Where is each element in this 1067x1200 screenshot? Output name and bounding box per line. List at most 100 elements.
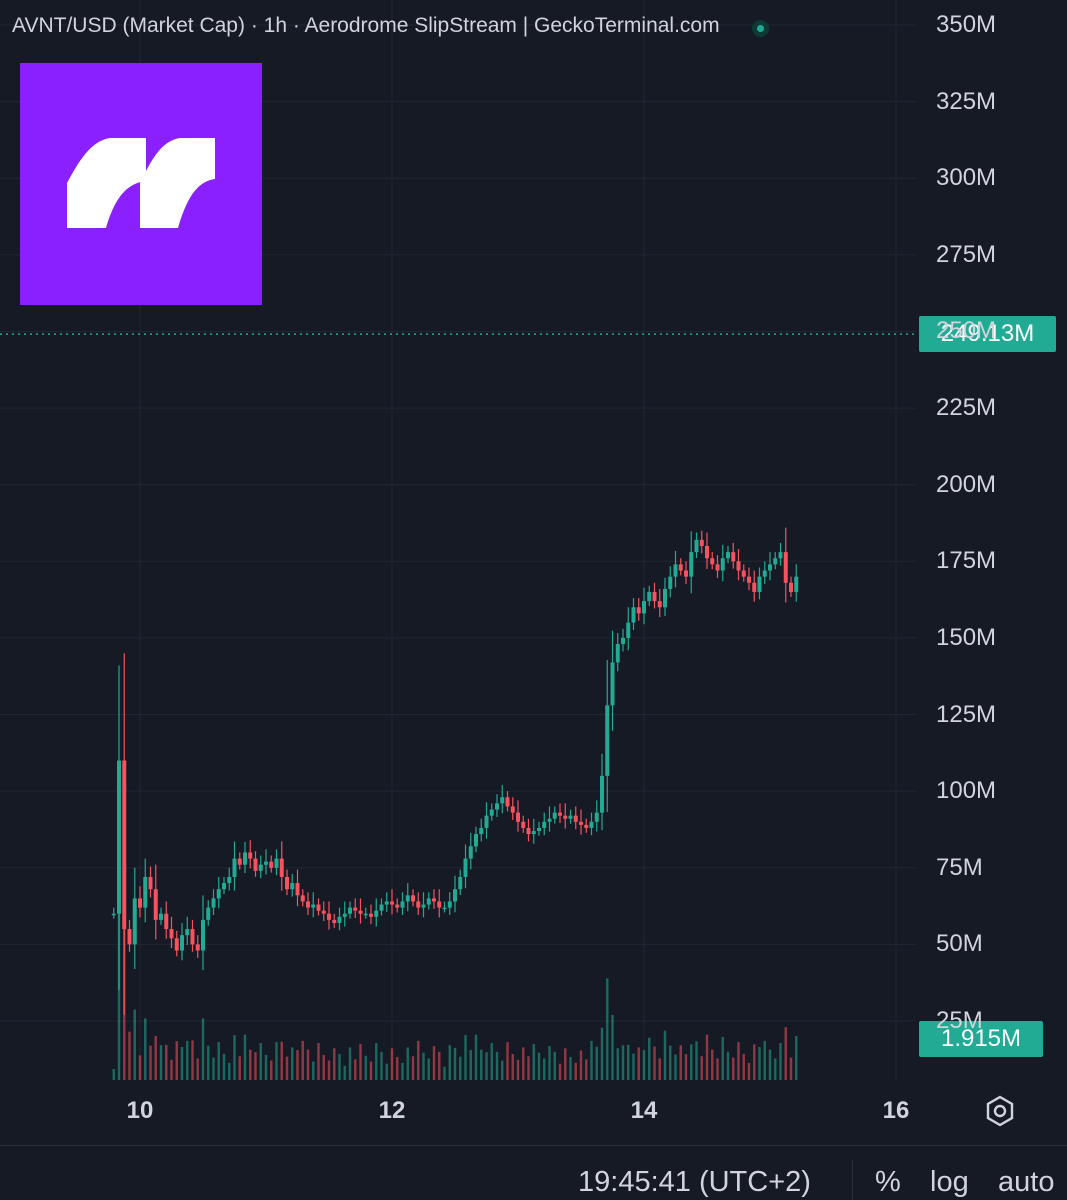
candle-body: [542, 821, 547, 828]
candle-body: [547, 818, 552, 822]
volume-bar: [558, 1063, 562, 1080]
volume-bar: [779, 1043, 782, 1080]
candle-body: [489, 809, 494, 816]
candle-body: [138, 898, 142, 908]
volume-bar: [595, 1046, 598, 1080]
volume-bar: [564, 1048, 567, 1080]
volume-bar: [301, 1040, 304, 1080]
volume-bar: [380, 1051, 383, 1080]
candle-body: [510, 806, 515, 813]
volume-bar: [207, 1045, 210, 1080]
candle-body: [153, 889, 158, 920]
y-tick-label: 50M: [936, 930, 983, 958]
candle-body: [190, 929, 195, 945]
x-tick-label: 12: [378, 1097, 406, 1124]
candle-body: [237, 858, 242, 865]
volume-bar: [396, 1057, 399, 1080]
last-price-label: 249.13M: [919, 316, 1056, 352]
volume-bar: [112, 1069, 115, 1080]
volume-bar: [758, 1047, 761, 1080]
volume-bar: [212, 1057, 215, 1080]
candle-body: [521, 821, 526, 828]
candle-body: [636, 607, 641, 614]
volume-bar: [406, 1047, 409, 1080]
percent-toggle[interactable]: %: [875, 1166, 901, 1198]
volume-bar: [726, 1051, 730, 1080]
candle-body: [332, 919, 337, 923]
volume-bar: [249, 1049, 252, 1080]
volume-bar: [590, 1040, 593, 1080]
candle-body: [741, 570, 746, 577]
volume-bar: [606, 978, 609, 1080]
candle-body: [699, 539, 704, 546]
candle-body: [495, 803, 499, 810]
candle-body: [579, 821, 583, 825]
volume-bar: [459, 1056, 462, 1080]
candle-body: [384, 901, 389, 905]
candle-body: [400, 901, 405, 908]
volume-bar: [264, 1054, 268, 1080]
candle-body: [531, 830, 536, 835]
volume-bar: [364, 1055, 367, 1080]
candle-body: [232, 858, 237, 877]
volume-bar: [343, 1065, 346, 1080]
volume-bar: [348, 1047, 352, 1080]
volume-bar: [658, 1058, 661, 1080]
volume-bar: [154, 1036, 157, 1080]
candle-body: [421, 904, 426, 908]
volume-bar: [201, 1018, 205, 1080]
volume-bar: [259, 1043, 262, 1080]
y-tick-label: 350M: [936, 11, 997, 38]
auto-toggle[interactable]: auto: [998, 1166, 1055, 1198]
candle-body: [363, 913, 368, 916]
candle-body: [395, 904, 400, 908]
volume-bar: [543, 1058, 546, 1080]
volume-bar: [711, 1049, 714, 1080]
volume-bar: [548, 1046, 551, 1080]
candle-body: [458, 876, 463, 890]
volume-bar: [285, 1056, 289, 1080]
volume-bar: [516, 1059, 520, 1080]
candle-body: [279, 858, 284, 877]
avantis-logo-icon: [20, 63, 262, 305]
volume-bar: [585, 1059, 588, 1080]
log-toggle[interactable]: log: [930, 1166, 969, 1198]
candle-body: [710, 558, 715, 565]
candle-body: [311, 904, 316, 908]
candle-body: [589, 821, 594, 828]
volume-bar: [648, 1037, 651, 1080]
volume-bar: [495, 1051, 499, 1080]
volume-bar: [663, 1030, 667, 1080]
volume-bar: [322, 1054, 325, 1080]
volume-bar: [228, 1062, 231, 1080]
candle-body: [337, 916, 342, 923]
volume-bar: [196, 1058, 199, 1080]
volume-bar: [674, 1054, 677, 1080]
volume-bar: [553, 1051, 556, 1080]
candle-body: [689, 552, 694, 577]
candle-body: [762, 570, 767, 577]
candle-body: [185, 929, 190, 936]
candle-body: [789, 582, 793, 592]
volume-bar: [501, 1060, 504, 1080]
footer-divider: [0, 1145, 1067, 1146]
candle-body: [537, 827, 541, 831]
candle-body: [752, 582, 757, 592]
candle-body: [552, 812, 557, 819]
candle-body: [180, 935, 184, 951]
candle-body: [132, 898, 137, 945]
candle-body: [285, 876, 289, 890]
candle-body: [474, 834, 478, 847]
volume-bar: [474, 1034, 478, 1080]
volume-bar: [742, 1054, 745, 1080]
volume-bar: [789, 1057, 793, 1080]
volume-bar: [359, 1043, 362, 1080]
settings-icon[interactable]: [983, 1094, 1017, 1128]
candle-body: [290, 883, 295, 890]
candle-body: [327, 913, 331, 920]
candle-body: [484, 815, 489, 828]
volume-bar: [165, 1044, 168, 1080]
volume-bar: [149, 1045, 152, 1080]
volume-bar: [774, 1058, 777, 1080]
volume-bar: [642, 1050, 646, 1080]
